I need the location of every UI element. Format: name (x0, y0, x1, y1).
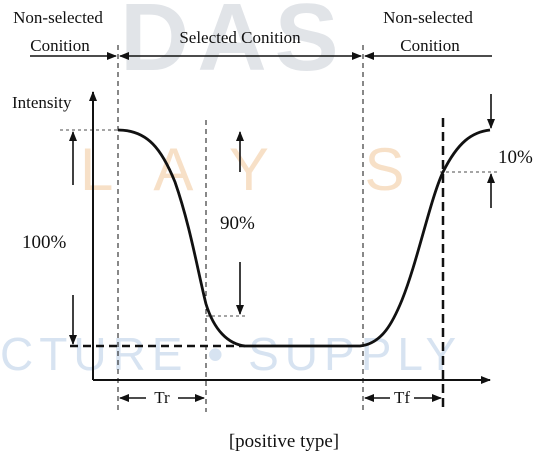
left-condition-label-line1: Non-selected (13, 8, 103, 27)
ten-percent-label: 10% (498, 147, 533, 168)
right-condition-label-line1: Non-selected (383, 8, 473, 27)
axes (89, 91, 491, 384)
ninety-percent-label: 90% (220, 213, 255, 234)
selected-condition-label: Selected Conition (179, 28, 301, 47)
watermark-top-text: DAS (120, 0, 347, 91)
condition-boundaries (117, 45, 364, 412)
tr-label: Tr (154, 388, 170, 407)
watermark-middle-text: LAY S (80, 136, 445, 203)
response-curve (117, 128, 491, 348)
right-condition-label-line2: Conition (400, 36, 460, 55)
watermark: DAS LAY S CTURE • SUPPLY (0, 0, 462, 380)
left-condition-label-line2: Conition (30, 36, 90, 55)
y-axis-label: Intensity (12, 93, 72, 112)
reference-lines (60, 129, 500, 317)
watermark-bottom-text: CTURE • SUPPLY (0, 328, 462, 380)
diagram-caption: [positive type] (229, 431, 339, 452)
tf-label: Tf (394, 388, 410, 407)
hundred-percent-label: 100% (22, 232, 67, 253)
